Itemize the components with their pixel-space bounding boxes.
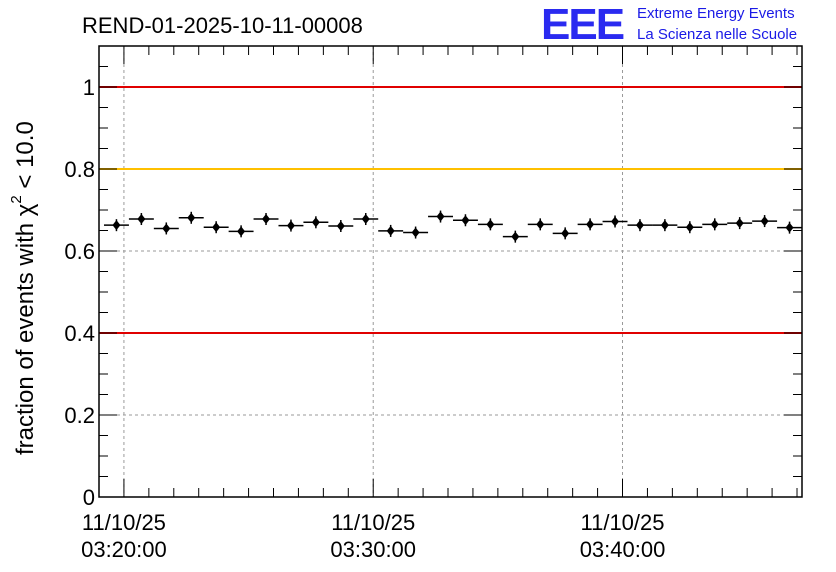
data-point [727, 217, 753, 230]
y-tick-label: 1 [83, 75, 95, 100]
y-axis-title-main: fraction of events with χ [12, 203, 39, 455]
point-marker [735, 218, 744, 229]
point-marker [611, 216, 620, 227]
y-tick-label: 0.6 [64, 239, 95, 264]
point-marker [336, 220, 345, 231]
data-point [178, 211, 204, 224]
x-tick-label-date: 11/10/25 [331, 510, 415, 535]
point-marker [710, 219, 719, 230]
point-marker [162, 223, 171, 234]
data-point [378, 224, 404, 237]
data-point [228, 225, 254, 238]
data-point [627, 219, 653, 232]
point-marker [361, 214, 370, 225]
tick-labels: 00.20.40.60.8111/10/2503:20:0011/10/2503… [64, 75, 665, 562]
point-marker [411, 227, 420, 238]
point-marker [187, 212, 196, 223]
point-marker [760, 216, 769, 227]
point-marker [137, 214, 146, 225]
data-point [502, 230, 528, 243]
data-point [353, 213, 379, 226]
data-points [103, 210, 802, 243]
data-point [777, 221, 802, 234]
grid [99, 46, 802, 497]
data-point [203, 221, 229, 234]
point-marker [660, 220, 669, 231]
y-tick-label: 0.8 [64, 157, 95, 182]
point-marker [311, 217, 320, 228]
axis-ticks [98, 45, 802, 498]
x-tick-label-time: 03:40:00 [580, 537, 666, 562]
data-point [527, 218, 553, 231]
point-marker [237, 226, 246, 237]
data-point [328, 219, 354, 232]
data-point [602, 215, 628, 228]
x-tick-label-date: 11/10/25 [581, 510, 665, 535]
data-point [153, 222, 179, 235]
y-tick-label: 0.4 [64, 321, 95, 346]
point-marker [635, 220, 644, 231]
point-marker [436, 211, 445, 222]
data-point [452, 214, 478, 227]
point-marker [461, 215, 470, 226]
data-point [577, 218, 603, 231]
data-point [428, 210, 453, 223]
x-tick-label-time: 03:20:00 [81, 537, 167, 562]
point-marker [511, 231, 520, 242]
point-marker [561, 228, 570, 239]
data-point [652, 219, 678, 232]
point-marker [785, 222, 794, 233]
y-axis-title: fraction of events with χ2 < 10.0 [8, 121, 39, 455]
data-point [477, 218, 503, 231]
y-tick-label: 0 [83, 485, 95, 510]
point-marker [112, 220, 121, 231]
data-point [103, 219, 129, 232]
point-marker [586, 219, 595, 230]
data-point [253, 213, 279, 226]
data-point [752, 215, 778, 228]
y-tick-label: 0.2 [64, 403, 95, 428]
plot-frame [98, 45, 803, 498]
y-axis-title-tail: < 10.0 [12, 121, 39, 195]
point-marker [212, 222, 221, 233]
logo-mark: EEE [541, 0, 624, 49]
point-marker [262, 214, 271, 225]
data-point [278, 219, 304, 232]
data-point [403, 226, 429, 239]
point-marker [286, 220, 295, 231]
logo-line-1: Extreme Energy Events [637, 5, 795, 22]
data-point [128, 213, 154, 226]
x-tick-label-time: 03:30:00 [330, 537, 416, 562]
y-axis-title-superscript: 2 [8, 195, 25, 203]
data-point [552, 227, 578, 240]
chart-title: REND-01-2025-10-11-00008 [82, 13, 363, 38]
point-marker [386, 225, 395, 236]
eee-logo: EEE Extreme Energy Events La Scienza nel… [541, 0, 797, 49]
logo-line-2: La Scienza nelle Scuole [637, 26, 797, 43]
reference-lines [99, 86, 802, 334]
data-point [677, 221, 703, 234]
x-tick-label-date: 11/10/25 [82, 510, 166, 535]
point-marker [486, 219, 495, 230]
point-marker [685, 222, 694, 233]
data-point [303, 216, 329, 229]
point-marker [536, 219, 545, 230]
data-point [702, 218, 728, 231]
